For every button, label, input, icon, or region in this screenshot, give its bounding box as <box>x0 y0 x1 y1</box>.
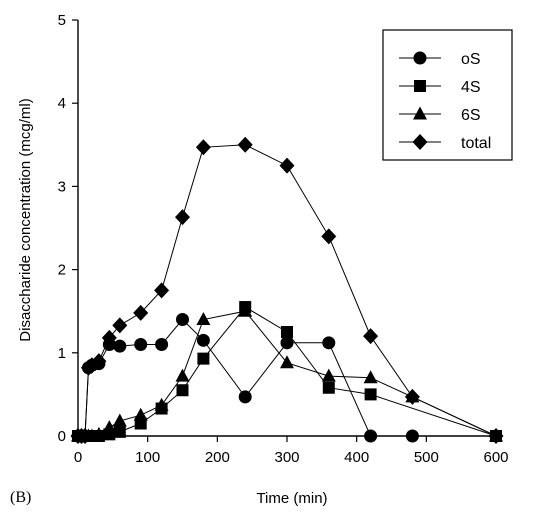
data-point-6S <box>91 426 106 440</box>
data-point-total <box>91 353 107 370</box>
x-ticks: 0 100 200 300 400 500 600 <box>74 436 509 466</box>
legend-label: 6S <box>461 107 481 124</box>
data-point-oS <box>196 333 210 347</box>
data-point-total <box>279 157 295 174</box>
y-tick-label: 4 <box>58 95 66 112</box>
data-point-4S <box>113 425 126 438</box>
data-point-6S <box>321 368 336 382</box>
legend-box <box>382 29 513 161</box>
data-point-total <box>363 328 379 345</box>
legend: oS 4S 6S total <box>382 29 513 161</box>
series-line-total <box>78 144 497 437</box>
data-point-6S <box>175 368 190 382</box>
y-tick-label: 5 <box>58 12 66 29</box>
y-axis: 0 1 2 3 4 5 Disaccharide concentration (mcg/m… <box>17 12 79 445</box>
panel-label: (B) <box>10 489 31 506</box>
x-tick-label: 300 <box>274 449 299 466</box>
data-point-total <box>195 139 211 156</box>
data-point-total <box>154 282 170 299</box>
data-point-6S <box>238 303 253 317</box>
data-point-oS <box>155 337 169 351</box>
data-point-total <box>404 388 420 405</box>
data-point-total <box>112 317 128 334</box>
data-point-total <box>488 428 504 444</box>
data-point-6S <box>196 312 211 326</box>
x-axis-title: Time (min) <box>256 490 327 507</box>
legend-marker-6S <box>413 106 427 120</box>
data-point-4S <box>364 388 377 401</box>
data-point-oS <box>113 339 127 353</box>
data-point-6S <box>112 413 127 427</box>
y-ticks: 0 1 2 3 4 5 <box>58 12 78 445</box>
data-point-6S <box>102 420 117 434</box>
data-point-oS <box>176 313 189 327</box>
data-point-oS <box>364 429 378 443</box>
data-point-total <box>101 329 117 346</box>
x-tick-label: 500 <box>414 449 439 466</box>
legend-label: oS <box>461 51 481 68</box>
y-tick-label: 2 <box>58 262 66 279</box>
data-point-total <box>133 304 149 321</box>
data-point-6S <box>133 407 148 421</box>
series-total <box>70 136 504 444</box>
data-point-4S <box>281 326 293 338</box>
x-axis: 0 100 200 300 400 500 600 Time (min) <box>74 435 509 507</box>
legend-item-4S: 4S <box>399 79 481 96</box>
data-point-oS <box>405 429 419 443</box>
y-tick-label: 1 <box>58 345 66 362</box>
legend-label: total <box>461 135 491 152</box>
data-point-total <box>77 428 93 444</box>
x-tick-label: 100 <box>135 449 160 466</box>
x-tick-label: 400 <box>344 449 369 466</box>
legend-marker-oS <box>413 51 427 65</box>
legend-marker-4S <box>414 80 426 92</box>
data-point-4S <box>197 352 210 365</box>
data-point-total <box>237 136 253 153</box>
data-point-6S <box>154 397 169 411</box>
y-tick-label: 3 <box>58 178 66 195</box>
x-tick-label: 0 <box>74 449 82 466</box>
legend-marker-total <box>412 134 428 150</box>
legend-item-6S: 6S <box>399 106 481 124</box>
data-point-total <box>321 228 337 245</box>
y-axis-title: Disaccharide concentration (mcg/ml) <box>17 98 34 341</box>
data-point-oS <box>280 336 294 350</box>
data-point-oS <box>134 337 148 351</box>
data-point-total <box>175 209 190 226</box>
y-tick-label: 0 <box>58 428 66 445</box>
legend-item-oS: oS <box>399 51 481 68</box>
legend-item-total: total <box>399 134 491 152</box>
legend-label: 4S <box>461 79 481 96</box>
data-point-6S <box>280 355 294 369</box>
x-tick-label: 600 <box>483 449 508 466</box>
data-point-oS <box>322 336 336 350</box>
series-4S <box>72 301 502 442</box>
data-point-oS <box>238 390 252 404</box>
data-point-6S <box>363 370 378 384</box>
data-point-4S <box>322 381 335 394</box>
data-point-4S <box>176 384 189 397</box>
x-tick-label: 200 <box>205 449 230 466</box>
plot-series <box>70 136 504 444</box>
